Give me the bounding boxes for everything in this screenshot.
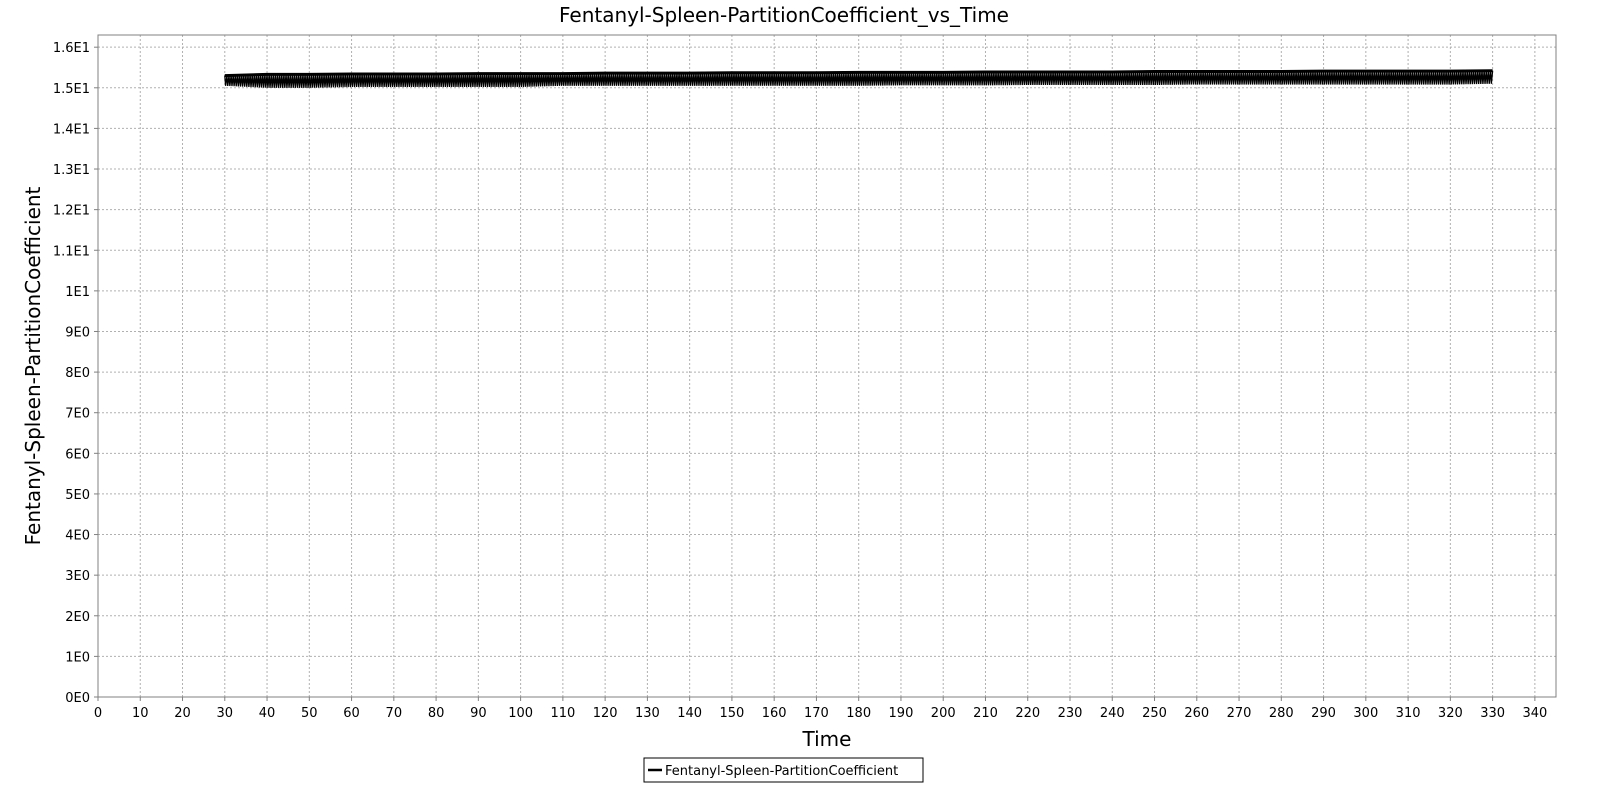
y-tick-label: 1E1 <box>65 285 90 300</box>
x-axis-ticks: 0 10 20 30 40 50 60 70 80 90 100 110 120 130 140 150 160… <box>94 697 1547 721</box>
y-tick-label: 1.4E1 <box>53 122 90 137</box>
x-tick-label: 150 <box>719 706 744 721</box>
x-tick-label: 60 <box>343 706 360 721</box>
y-tick-label: 1.3E1 <box>53 163 90 178</box>
x-tick-label: 20 <box>174 706 191 721</box>
series-layer <box>224 69 1494 88</box>
x-tick-label: 80 <box>428 706 445 721</box>
chart-title: Fentanyl-Spleen-PartitionCoefficient_vs_… <box>559 3 1009 27</box>
y-tick-label: 1E0 <box>65 650 90 665</box>
y-tick-label: 5E0 <box>65 488 90 503</box>
y-tick-label: 1.6E1 <box>53 41 90 56</box>
y-tick-label: 9E0 <box>65 325 90 340</box>
y-axis-ticks: 0E0 1E0 2E0 3E0 4E0 5E0 6E0 7E0 8E0 9E0 1E1 1.1E1 1.… <box>53 41 98 706</box>
x-tick-label: 310 <box>1396 706 1421 721</box>
x-tick-label: 70 <box>386 706 403 721</box>
x-tick-label: 160 <box>762 706 787 721</box>
x-tick-label: 10 <box>132 706 149 721</box>
x-tick-label: 30 <box>217 706 234 721</box>
x-tick-label: 40 <box>259 706 276 721</box>
x-tick-label: 120 <box>593 706 618 721</box>
x-tick-label: 290 <box>1311 706 1336 721</box>
x-tick-label: 240 <box>1100 706 1125 721</box>
x-tick-label: 260 <box>1184 706 1209 721</box>
x-tick-label: 0 <box>94 706 102 721</box>
x-tick-label: 300 <box>1353 706 1378 721</box>
x-tick-label: 190 <box>889 706 914 721</box>
plot-area <box>97 34 1557 698</box>
y-axis-label: Fentanyl-Spleen-PartitionCoefficient <box>21 186 45 545</box>
y-tick-label: 1.5E1 <box>53 82 90 97</box>
legend-entry-label: Fentanyl-Spleen-PartitionCoefficient <box>665 764 898 779</box>
x-tick-label: 180 <box>846 706 871 721</box>
x-tick-label: 330 <box>1480 706 1505 721</box>
x-tick-label: 50 <box>301 706 318 721</box>
x-tick-label: 170 <box>804 706 829 721</box>
y-tick-label: 2E0 <box>65 610 90 625</box>
y-tick-label: 1.2E1 <box>53 204 90 219</box>
y-tick-label: 7E0 <box>65 407 90 422</box>
y-tick-label: 1.1E1 <box>53 244 90 259</box>
x-tick-label: 220 <box>1015 706 1040 721</box>
x-tick-label: 90 <box>470 706 487 721</box>
legend: Fentanyl-Spleen-PartitionCoefficient <box>643 757 924 783</box>
y-tick-label: 3E0 <box>65 569 90 584</box>
x-tick-label: 250 <box>1142 706 1167 721</box>
x-tick-label: 230 <box>1058 706 1083 721</box>
x-tick-label: 210 <box>973 706 998 721</box>
x-tick-label: 340 <box>1522 706 1547 721</box>
y-tick-label: 8E0 <box>65 366 90 381</box>
y-tick-label: 6E0 <box>65 447 90 462</box>
x-tick-label: 100 <box>508 706 533 721</box>
y-tick-label: 0E0 <box>65 691 90 706</box>
x-tick-label: 200 <box>931 706 956 721</box>
series-envelope <box>224 69 1493 78</box>
x-tick-label: 320 <box>1438 706 1463 721</box>
y-tick-label: 4E0 <box>65 529 90 544</box>
x-tick-label: 280 <box>1269 706 1294 721</box>
x-tick-label: 110 <box>550 706 575 721</box>
x-tick-label: 270 <box>1227 706 1252 721</box>
x-axis-label: Time <box>802 727 852 751</box>
legend-box <box>643 757 924 783</box>
x-tick-label: 130 <box>635 706 660 721</box>
x-tick-label: 140 <box>677 706 702 721</box>
grid <box>97 35 1556 698</box>
